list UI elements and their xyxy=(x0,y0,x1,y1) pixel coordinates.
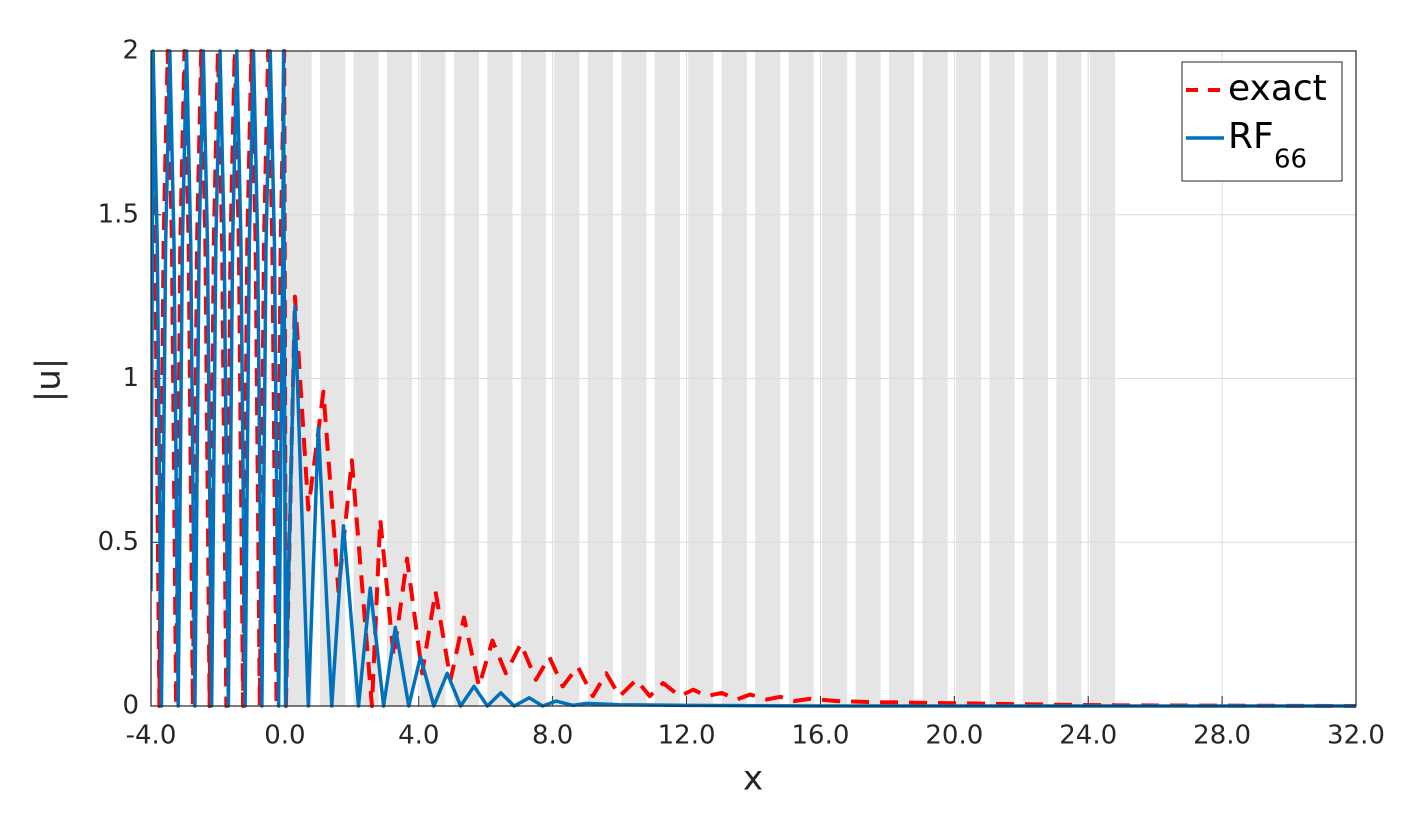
legend-box xyxy=(1181,61,1343,182)
x-tick-label: 12.0 xyxy=(658,721,716,751)
x-tick-label: 20.0 xyxy=(925,721,983,751)
axes-box xyxy=(150,50,1357,707)
x-tick-label: 32.0 xyxy=(1327,721,1385,751)
y-tick-label: 0.5 xyxy=(98,527,139,557)
x-tick-label: 16.0 xyxy=(791,721,849,751)
y-tick-label: 1 xyxy=(122,363,139,393)
x-tick-label: 24.0 xyxy=(1059,721,1117,751)
series-line xyxy=(151,49,1356,708)
y-tick-label: 1.5 xyxy=(98,199,139,229)
legend-subscript: 66 xyxy=(1274,145,1307,175)
x-axis-label: x xyxy=(743,759,763,799)
y-tick-label: 0 xyxy=(122,691,139,721)
y-tick-label: 2 xyxy=(122,36,139,66)
legend-label: RF xyxy=(1228,116,1274,157)
x-tick-label: -4.0 xyxy=(126,721,177,751)
x-tick-label: 4.0 xyxy=(398,721,439,751)
x-tick-label: 0.0 xyxy=(264,721,305,751)
legend-label: exact xyxy=(1228,68,1327,109)
x-tick-label: 28.0 xyxy=(1193,721,1251,751)
y-axis-label: |u| xyxy=(29,358,69,402)
x-tick-label: 8.0 xyxy=(532,721,573,751)
